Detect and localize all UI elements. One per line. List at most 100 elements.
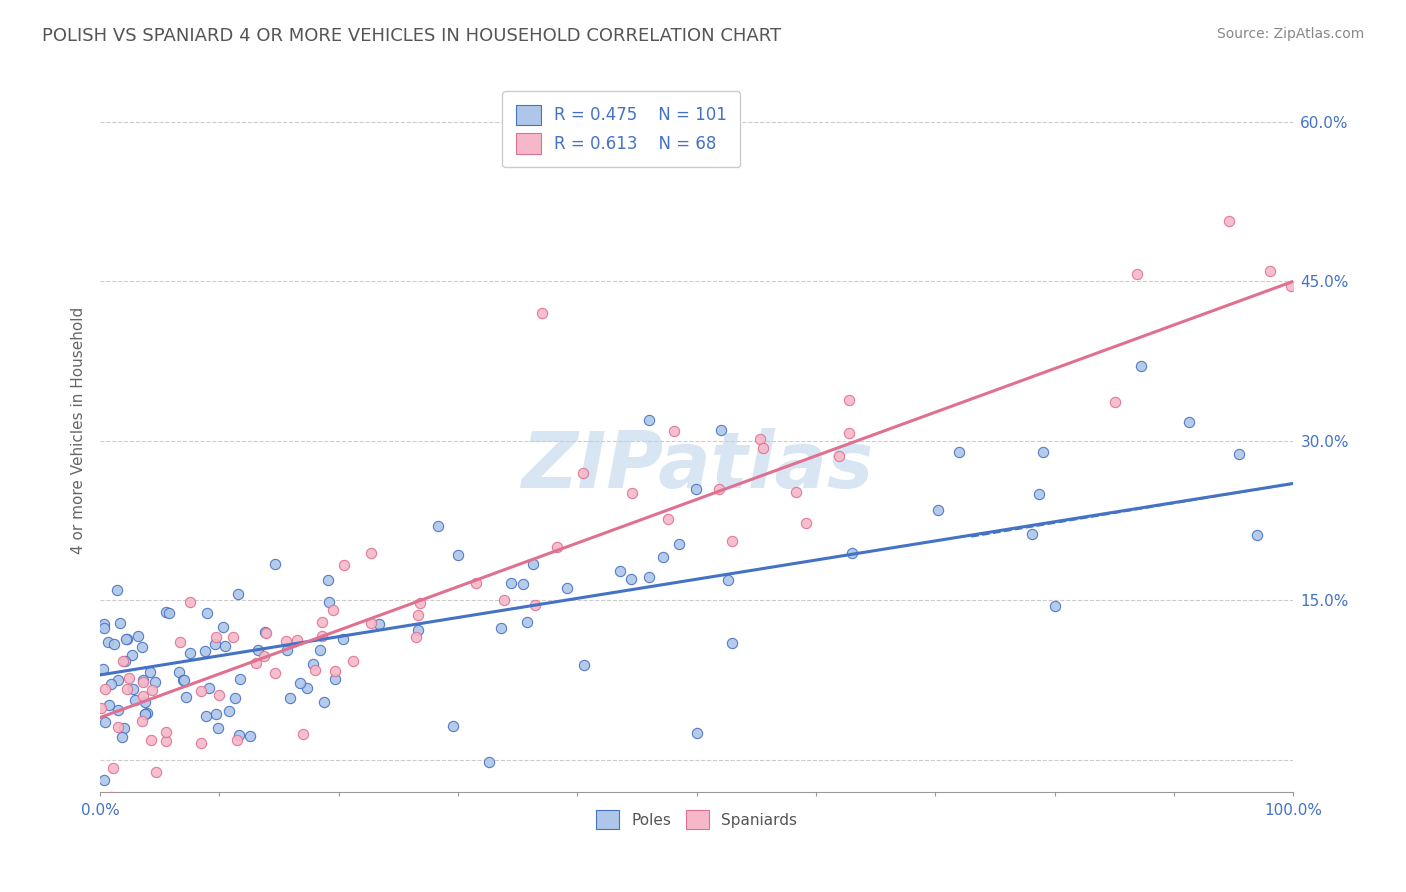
Point xyxy=(406,607,429,622)
Point xyxy=(405,631,427,645)
Point xyxy=(103,760,125,774)
Point xyxy=(342,654,364,668)
Point xyxy=(512,577,534,591)
Point xyxy=(280,690,302,705)
Point xyxy=(285,632,308,647)
Point xyxy=(274,633,297,648)
Point xyxy=(246,643,269,657)
Point xyxy=(136,706,159,720)
Point xyxy=(710,423,733,437)
Point xyxy=(204,706,226,721)
Point xyxy=(685,482,707,496)
Point xyxy=(465,575,488,590)
Point xyxy=(107,720,129,734)
Point xyxy=(115,632,138,647)
Point xyxy=(173,673,195,687)
Point xyxy=(651,549,673,564)
Point xyxy=(98,698,121,712)
Point xyxy=(145,765,167,780)
Point xyxy=(157,606,180,620)
Y-axis label: 4 or more Vehicles in Household: 4 or more Vehicles in Household xyxy=(72,307,86,554)
Point xyxy=(214,639,236,653)
Point xyxy=(142,796,165,810)
Point xyxy=(311,615,333,630)
Point xyxy=(115,632,138,646)
Point xyxy=(489,620,512,634)
Point xyxy=(228,672,250,686)
Point xyxy=(264,558,287,572)
Point xyxy=(318,595,340,609)
Point xyxy=(1218,213,1240,227)
Point xyxy=(139,665,162,680)
Point xyxy=(291,727,314,741)
Point xyxy=(222,630,245,644)
Point xyxy=(1258,263,1281,277)
Point xyxy=(139,733,162,747)
Point xyxy=(620,485,643,500)
Point xyxy=(134,695,156,709)
Point xyxy=(304,663,326,677)
Point xyxy=(218,704,240,718)
Point xyxy=(172,673,194,687)
Point xyxy=(143,674,166,689)
Point xyxy=(103,637,125,651)
Point xyxy=(134,706,156,721)
Point xyxy=(155,724,177,739)
Point xyxy=(169,635,191,649)
Point xyxy=(546,541,568,555)
Point xyxy=(752,441,775,455)
Point xyxy=(312,694,335,708)
Point xyxy=(208,688,231,702)
Point xyxy=(207,721,229,735)
Point xyxy=(194,709,217,723)
Point xyxy=(94,681,117,696)
Point xyxy=(530,306,553,320)
Point xyxy=(204,631,226,645)
Point xyxy=(360,545,382,559)
Point xyxy=(657,512,679,526)
Point xyxy=(721,534,744,549)
Point xyxy=(316,573,339,587)
Point xyxy=(264,666,287,681)
Point xyxy=(1126,267,1149,281)
Point xyxy=(134,707,156,722)
Point xyxy=(117,682,139,697)
Point xyxy=(253,648,276,663)
Point xyxy=(167,665,190,680)
Point xyxy=(93,617,115,632)
Point xyxy=(155,733,177,747)
Point xyxy=(609,564,631,578)
Point xyxy=(212,620,235,634)
Point xyxy=(131,714,153,728)
Point xyxy=(1104,395,1126,409)
Point xyxy=(124,693,146,707)
Point xyxy=(179,595,201,609)
Point xyxy=(276,643,298,657)
Point xyxy=(368,616,391,631)
Point xyxy=(254,626,277,640)
Text: ZIPatlas: ZIPatlas xyxy=(520,428,873,504)
Point xyxy=(105,582,128,597)
Point xyxy=(332,558,354,572)
Point xyxy=(174,690,197,705)
Point xyxy=(948,444,970,458)
Point xyxy=(311,629,333,643)
Point xyxy=(927,502,949,516)
Point xyxy=(190,684,212,698)
Point xyxy=(557,581,579,595)
Point xyxy=(1279,278,1302,293)
Point xyxy=(662,425,685,439)
Point xyxy=(408,596,430,610)
Point xyxy=(254,624,277,639)
Point xyxy=(295,681,318,696)
Point xyxy=(1032,444,1054,458)
Point xyxy=(132,674,155,689)
Point xyxy=(141,683,163,698)
Point xyxy=(523,598,546,612)
Point xyxy=(522,557,544,571)
Point xyxy=(1246,528,1268,542)
Point xyxy=(93,772,115,787)
Point xyxy=(426,519,449,533)
Point xyxy=(721,636,744,650)
Point xyxy=(516,615,538,630)
